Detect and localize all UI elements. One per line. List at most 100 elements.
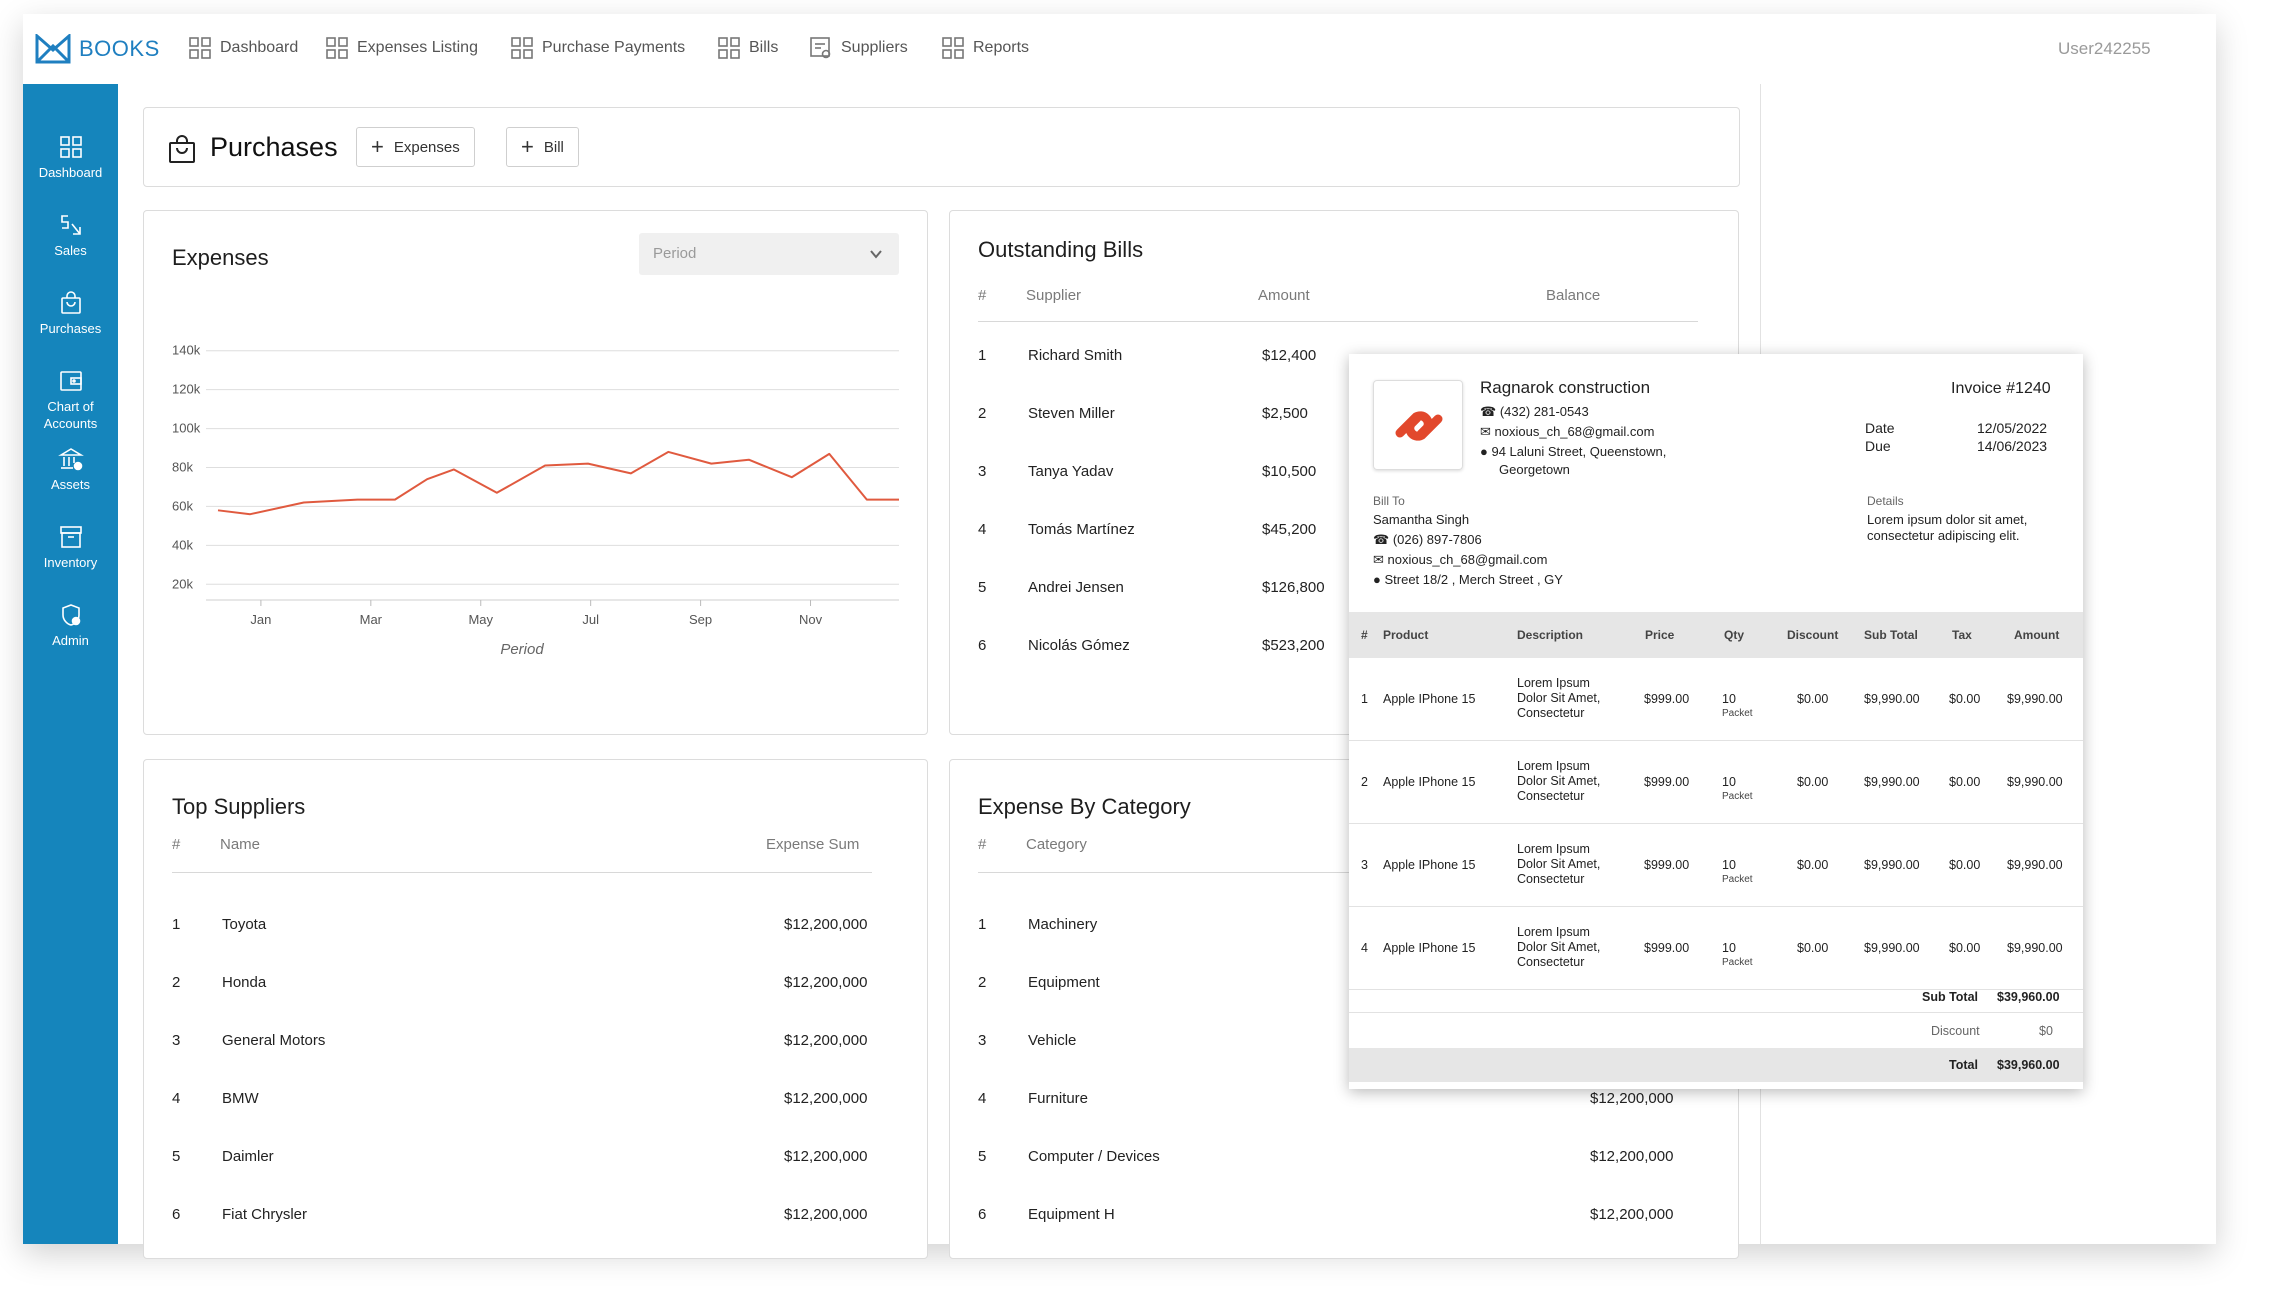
description-line1: Lorem Ipsum (1517, 925, 1590, 939)
top-suppliers-card: Top Suppliers # Name Expense Sum 1 Toyota… (143, 759, 928, 1259)
table-row[interactable]: 2 Steven Miller $2,500 (950, 405, 1740, 435)
nav-dashboard[interactable]: Dashboard (188, 36, 298, 60)
description-line2: Dolor Sit Amet, (1517, 857, 1601, 871)
user-menu[interactable]: User242255 (2058, 39, 2151, 58)
sidebar-item-label: Dashboard (38, 165, 103, 180)
invoice-line-item[interactable]: 2 Apple IPhone 15 Lorem Ipsum Dolor Sit Ame… (1349, 741, 2083, 824)
sidebar-item-admin[interactable]: Admin (23, 602, 118, 649)
nav-expenses-listing[interactable]: Expenses Listing (325, 36, 478, 60)
description-line3: Consectetur (1517, 872, 1585, 886)
line-tax: $0.00 (1949, 775, 1981, 789)
bill-to-name: Samantha Singh (1373, 512, 1470, 527)
select-placeholder: Period (653, 245, 697, 262)
company-name: Ragnarok construction (1480, 378, 1651, 397)
table-row[interactable]: 6 Nicolás Gómez $523,200 (950, 637, 1740, 667)
table-row[interactable]: 2 Honda $12,200,000 (144, 974, 929, 1004)
date-label: Date (1865, 420, 1895, 436)
table-row[interactable]: 1 Richard Smith $12,400 (950, 347, 1740, 377)
col-header-number: # (1361, 628, 1368, 642)
col-header-number: # (978, 836, 987, 853)
row-number: 3 (172, 1032, 181, 1049)
category-sum: $12,200,000 (1590, 1206, 1674, 1223)
col-header-product: Product (1383, 628, 1429, 642)
grid-icon (189, 37, 211, 59)
nav-purchase-payments[interactable]: Purchase Payments (510, 36, 685, 60)
row-number: 1 (978, 916, 987, 933)
location-pin-icon: ● (1480, 444, 1488, 459)
table-row[interactable]: 5 Andrei Jensen $126,800 (950, 579, 1740, 609)
bill-amount: $12,400 (1262, 347, 1317, 364)
table-row[interactable]: 3 Vehicle (950, 1032, 1740, 1062)
nav-bills[interactable]: Bills (717, 36, 778, 60)
row-number: 4 (172, 1090, 181, 1107)
quantity-unit: Packet (1722, 791, 1753, 802)
card-title: Expenses (172, 245, 269, 270)
y-tick-label: 60k (172, 498, 193, 513)
expense-sum: $12,200,000 (784, 974, 868, 991)
series-line (217, 450, 899, 516)
table-row[interactable]: 4 Furniture $12,200,000 (950, 1090, 1740, 1120)
unit-price: $999.00 (1644, 775, 1690, 789)
quantity-unit: Packet (1722, 708, 1753, 719)
col-header-sub-total: Sub Total (1864, 628, 1918, 642)
category-name: Computer / Devices (1028, 1148, 1160, 1165)
table-row[interactable]: 6 Fiat Chrysler $12,200,000 (144, 1206, 929, 1236)
invoice-line-item[interactable]: 4 Apple IPhone 15 Lorem Ipsum Dolor Sit Ame… (1349, 907, 2083, 990)
brand-logo[interactable]: BOOKS (35, 34, 160, 64)
nav-reports[interactable]: Reports (941, 36, 1029, 60)
table-row[interactable]: 3 Tanya Yadav $10,500 (950, 463, 1740, 493)
invoice-divider (1349, 1012, 2083, 1013)
sidebar-item-sales[interactable]: Sales (23, 212, 118, 259)
table-row[interactable]: 3 General Motors $12,200,000 (144, 1032, 929, 1062)
add-bill-button[interactable]: + Bill (506, 127, 579, 167)
table-row[interactable]: 4 BMW $12,200,000 (144, 1090, 929, 1120)
invoice-due: 14/06/2023 (1977, 438, 2048, 454)
table-row[interactable]: 5 Computer / Devices $12,200,000 (950, 1148, 1740, 1178)
quantity-unit: Packet (1722, 957, 1753, 968)
category-sum: $12,200,000 (1590, 1148, 1674, 1165)
chevron-down-icon (870, 250, 882, 259)
table-row[interactable]: 1 Toyota $12,200,000 (144, 916, 929, 946)
unit-price: $999.00 (1644, 692, 1690, 706)
company-address-text: 94 Laluni Street, Queenstown, (1491, 444, 1667, 459)
x-axis-label: Period (500, 641, 544, 658)
row-number: 5 (172, 1148, 181, 1165)
nav-suppliers[interactable]: Suppliers (809, 36, 908, 60)
table-row[interactable]: 4 Tomás Martínez $45,200 (950, 521, 1740, 551)
page-header: Purchases + Expenses + Bill (143, 107, 1740, 187)
row-number: 6 (978, 1206, 987, 1223)
y-tick-label: 80k (172, 460, 193, 475)
row-number: 2 (172, 974, 181, 991)
quantity: 10 (1722, 858, 1736, 872)
sidebar-item-chart-of-accounts[interactable]: Chart of Accounts (23, 368, 118, 432)
table-row[interactable]: 5 Daimler $12,200,000 (144, 1148, 929, 1178)
nav-label: Purchase Payments (542, 39, 686, 56)
product-name: Apple IPhone 15 (1383, 858, 1476, 872)
col-header-balance: Balance (1546, 287, 1601, 304)
line-amount: $9,990.00 (2007, 775, 2063, 789)
invoice-line-item[interactable]: 1 Apple IPhone 15 Lorem Ipsum Dolor Sit Ame… (1349, 658, 2083, 741)
period-select[interactable]: Period (639, 233, 899, 275)
table-row[interactable]: 2 Equipment (950, 974, 1740, 1004)
sidebar-item-purchases[interactable]: Purchases (23, 290, 118, 337)
sidebar-item-inventory[interactable]: Inventory (23, 524, 118, 571)
card-title: Top Suppliers (172, 794, 306, 819)
card-title: Outstanding Bills (978, 237, 1144, 262)
invoice-line-item[interactable]: 3 Apple IPhone 15 Lorem Ipsum Dolor Sit Ame… (1349, 824, 2083, 907)
nav-label: Suppliers (841, 39, 908, 56)
add-expenses-button[interactable]: + Expenses (356, 127, 475, 167)
phone-icon: ☎ (1480, 404, 1497, 419)
line-subtotal: $9,990.00 (1864, 775, 1920, 789)
table-row[interactable]: 6 Equipment H $12,200,000 (950, 1206, 1740, 1236)
plus-icon: + (371, 134, 384, 159)
line-number: 3 (1361, 858, 1368, 872)
row-number: 3 (978, 463, 987, 480)
sidebar-item-dashboard[interactable]: Dashboard (23, 134, 118, 181)
grid-icon (942, 37, 964, 59)
table-row[interactable]: 1 Machinery (950, 916, 1740, 946)
supplier-name: Richard Smith (1028, 347, 1123, 364)
sidebar-item-assets[interactable]: Assets (23, 446, 118, 493)
company-phone-text: (432) 281-0543 (1499, 404, 1589, 419)
col-header-amount: Amount (2014, 628, 2060, 642)
line-discount: $0.00 (1797, 858, 1829, 872)
